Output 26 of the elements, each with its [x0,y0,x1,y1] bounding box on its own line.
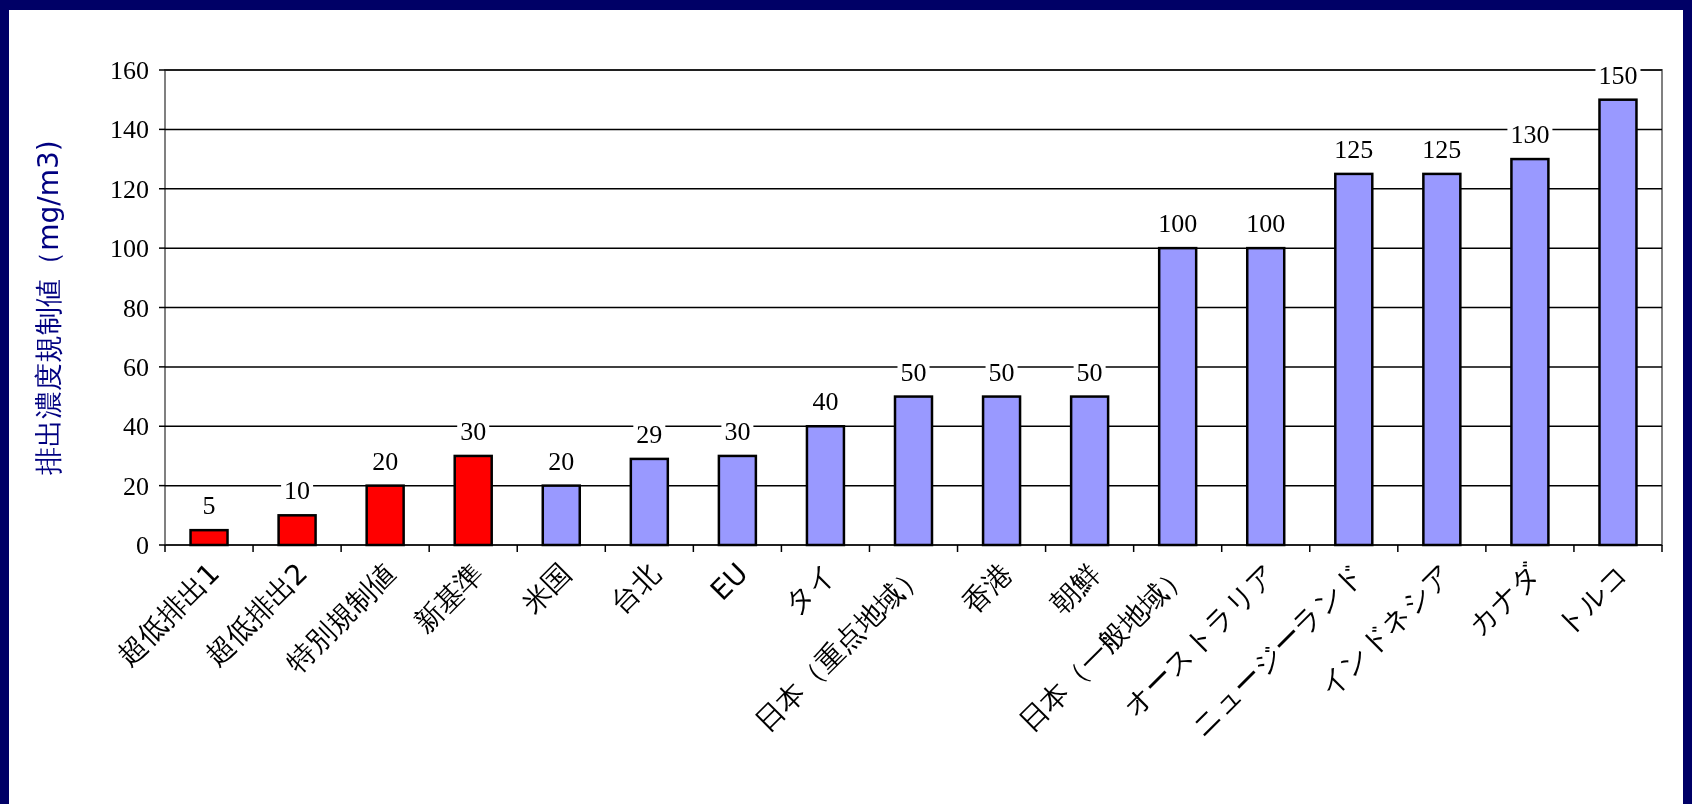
x-tick-label: 新基準 [407,556,491,640]
x-tick-label: 台北 [603,556,667,620]
y-tick-label: 140 [110,115,149,145]
label: 20 [369,444,402,478]
y-tick-label: 20 [123,471,149,501]
label: 125 [1419,132,1465,166]
label: 40 [809,385,842,419]
y-tick-label: 80 [123,293,149,323]
label: 20 [545,444,578,478]
x-tick-label: カナダ [1462,556,1547,642]
y-tick-label: 120 [110,174,149,204]
y-tick-label: 100 [110,234,149,264]
x-tick-label: 朝鮮 [1043,556,1107,620]
y-tick-label: 40 [123,412,149,442]
label: 125 [1331,132,1377,166]
label: 100 [1243,207,1289,241]
x-tick-label: トルコ [1550,556,1635,642]
label: 100 [1155,207,1201,241]
x-tick-label: 香港 [955,556,1019,620]
x-tick-label: EU [703,556,755,607]
y-axis-title: 排出濃度規制値（mg/m3) [32,140,65,475]
y-tick-label: 0 [136,531,149,560]
y-tick-label: 60 [123,352,149,382]
x-tick-label: 米国 [515,556,579,620]
y-tick-label: 160 [110,56,149,85]
x-tick-label: タイ [778,556,843,621]
